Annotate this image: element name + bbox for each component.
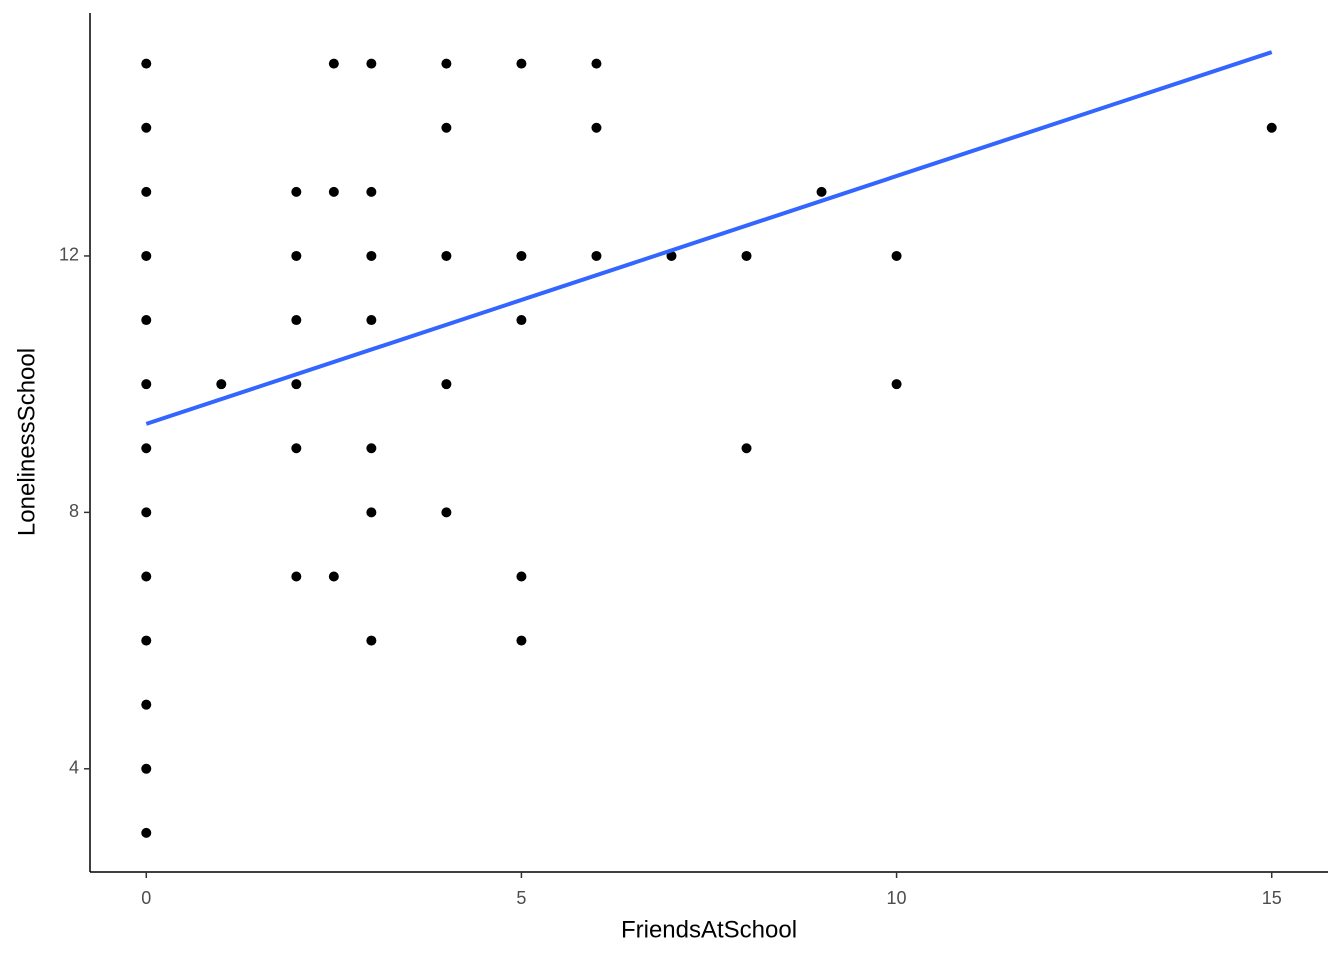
point [591, 250, 602, 261]
y-tick-label: 4 [69, 758, 79, 778]
fit-line [145, 50, 1273, 426]
y-tick-label: 12 [59, 245, 79, 265]
point [666, 250, 677, 261]
point [141, 379, 152, 390]
point [291, 379, 302, 390]
point [441, 250, 452, 261]
point [141, 827, 152, 838]
x-tick-label: 10 [887, 888, 907, 908]
point [441, 58, 452, 69]
point [141, 699, 152, 710]
point [291, 315, 302, 326]
x-tick-label: 5 [516, 888, 526, 908]
point [741, 443, 752, 454]
point [328, 58, 339, 69]
x-axis-title: FriendsAtSchool [621, 916, 797, 943]
point [141, 315, 152, 326]
point [1266, 122, 1277, 133]
point [591, 58, 602, 69]
point [216, 379, 227, 390]
point [141, 58, 152, 69]
point [141, 443, 152, 454]
x-tick-label: 15 [1262, 888, 1282, 908]
point [516, 250, 527, 261]
point [441, 122, 452, 133]
point [141, 250, 152, 261]
point [141, 122, 152, 133]
x-tick-label: 0 [141, 888, 151, 908]
point [366, 443, 377, 454]
point [441, 507, 452, 518]
y-axis-title: LonelinessSchool [13, 348, 40, 536]
y-tick-label: 8 [69, 501, 79, 521]
point [516, 315, 527, 326]
point [366, 635, 377, 646]
point [366, 250, 377, 261]
point [141, 635, 152, 646]
point [366, 58, 377, 69]
point [291, 571, 302, 582]
point [366, 186, 377, 197]
point [291, 250, 302, 261]
point [591, 122, 602, 133]
point [441, 379, 452, 390]
point [816, 186, 827, 197]
point [291, 443, 302, 454]
point [891, 250, 902, 261]
point [366, 315, 377, 326]
point [891, 379, 902, 390]
point [141, 186, 152, 197]
point [516, 635, 527, 646]
point [516, 58, 527, 69]
point [291, 186, 302, 197]
point [741, 250, 752, 261]
point [328, 571, 339, 582]
point [141, 763, 152, 774]
point [328, 186, 339, 197]
point [516, 571, 527, 582]
point [366, 507, 377, 518]
point [141, 507, 152, 518]
point [141, 571, 152, 582]
